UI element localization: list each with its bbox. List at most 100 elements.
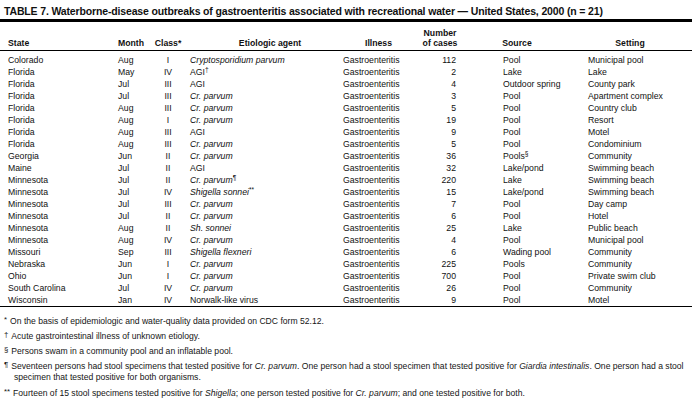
cell-month: Aug bbox=[116, 126, 150, 138]
agent-name: Cr. parvum bbox=[190, 211, 233, 221]
footnote-text: Persons swam in a community pool and an … bbox=[11, 346, 233, 356]
header-illness: Illness bbox=[334, 22, 414, 51]
cell-source: Pool bbox=[466, 50, 568, 66]
cell-source: Lake bbox=[466, 66, 568, 78]
cell-source: Lake/pond bbox=[466, 186, 568, 198]
cell-setting: Hotel bbox=[568, 210, 692, 222]
header-number-of-cases: Number of cases bbox=[414, 22, 466, 51]
table-row: OhioJunICr. parvumGastroenteritis700Pool… bbox=[0, 270, 692, 282]
cell-state: Florida bbox=[0, 90, 116, 102]
table-row: MinnesotaAugIVCr. parvumGastroenteritis4… bbox=[0, 234, 692, 246]
cell-state: Colorado bbox=[0, 50, 116, 66]
cell-etiologic-agent: Sh. sonnei bbox=[186, 222, 334, 234]
cell-month: Jun bbox=[116, 150, 150, 162]
footnote-text-italic: Giardia intestinalis bbox=[519, 361, 589, 371]
footnote-text-italic: Shigella bbox=[205, 387, 236, 397]
table-row: MinnesotaJulIVShigella sonnei**Gastroent… bbox=[0, 186, 692, 198]
agent-name: Sh. sonnei bbox=[190, 223, 231, 233]
cell-number-of-cases: 25 bbox=[414, 222, 466, 234]
table-row: MinnesotaAugIISh. sonneiGastroenteritis2… bbox=[0, 222, 692, 234]
cell-number-of-cases: 225 bbox=[414, 258, 466, 270]
footnote-text: ; one person tested positive for bbox=[236, 387, 356, 397]
cell-number-of-cases: 15 bbox=[414, 186, 466, 198]
cell-class: III bbox=[150, 90, 186, 102]
cell-etiologic-agent: AGI bbox=[186, 126, 334, 138]
footnote: ¶Seventeen persons had stool specimens t… bbox=[0, 359, 690, 383]
cell-setting: Private swim club bbox=[568, 270, 692, 282]
agent-name: Cr. parvum bbox=[190, 259, 233, 269]
cell-month: Jul bbox=[116, 186, 150, 198]
cell-number-of-cases: 9 bbox=[414, 294, 466, 307]
agent-name: AGI bbox=[190, 67, 205, 77]
cell-number-of-cases: 4 bbox=[414, 78, 466, 90]
cell-month: Jun bbox=[116, 258, 150, 270]
agent-name: Cr. parvum bbox=[190, 175, 233, 185]
cell-etiologic-agent: Cr. parvum bbox=[186, 282, 334, 294]
cell-source: Wading pool bbox=[466, 246, 568, 258]
cell-source: Pool bbox=[466, 198, 568, 210]
cell-class: I bbox=[150, 114, 186, 126]
cell-source: Pool bbox=[466, 234, 568, 246]
cell-setting: Public beach bbox=[568, 222, 692, 234]
cell-month: Aug bbox=[116, 102, 150, 114]
table-row: MaineJulIIAGIGastroenteritis32Lake/pondS… bbox=[0, 162, 692, 174]
cell-number-of-cases: 112 bbox=[414, 50, 466, 66]
cell-etiologic-agent: Cr. parvum bbox=[186, 234, 334, 246]
cell-class: III bbox=[150, 138, 186, 150]
cell-month: Jul bbox=[116, 174, 150, 186]
cell-illness: Gastroenteritis bbox=[334, 78, 414, 90]
footnote-text-italic: Cr. parvum bbox=[255, 361, 297, 371]
cell-source: Lake/pond bbox=[466, 162, 568, 174]
cell-state: Minnesota bbox=[0, 234, 116, 246]
cell-etiologic-agent: Norwalk-like virus bbox=[186, 294, 334, 307]
cell-state: Minnesota bbox=[0, 210, 116, 222]
table-row: MinnesotaJulIICr. parvum¶Gastroenteritis… bbox=[0, 174, 692, 186]
table-row: FloridaJulIIIAGIGastroenteritis4Outdoor … bbox=[0, 78, 692, 90]
cell-number-of-cases: 2 bbox=[414, 66, 466, 78]
agent-name: AGI bbox=[190, 127, 205, 137]
header-state: State bbox=[0, 22, 116, 51]
footnote-text-italic: Cr. parvum bbox=[356, 387, 398, 397]
cell-illness: Gastroenteritis bbox=[334, 210, 414, 222]
header-cases-line1: Number bbox=[414, 28, 466, 38]
cell-etiologic-agent: Cr. parvum bbox=[186, 270, 334, 282]
cell-source: Pools bbox=[466, 258, 568, 270]
outbreaks-table: State Month Class* Etiologic agent Illne… bbox=[0, 22, 692, 307]
footnote-text: . One person had a stool specimen that t… bbox=[297, 361, 519, 371]
cell-etiologic-agent: Cr. parvum bbox=[186, 258, 334, 270]
cell-number-of-cases: 220 bbox=[414, 174, 466, 186]
cell-etiologic-agent: Cr. parvum bbox=[186, 210, 334, 222]
cell-illness: Gastroenteritis bbox=[334, 150, 414, 162]
cell-source: Pool bbox=[466, 282, 568, 294]
cell-setting: Municipal pool bbox=[568, 50, 692, 66]
table-row: FloridaJulIIICr. parvumGastroenteritis3P… bbox=[0, 90, 692, 102]
cell-state: Florida bbox=[0, 138, 116, 150]
table-header-row: State Month Class* Etiologic agent Illne… bbox=[0, 22, 692, 51]
table-row: MinnesotaJulIIICr. parvumGastroenteritis… bbox=[0, 198, 692, 210]
cell-state: Georgia bbox=[0, 150, 116, 162]
cell-month: Aug bbox=[116, 222, 150, 234]
cell-etiologic-agent: Cr. parvum¶ bbox=[186, 174, 334, 186]
cell-setting: Swimming beach bbox=[568, 162, 692, 174]
cell-number-of-cases: 6 bbox=[414, 246, 466, 258]
cell-month: May bbox=[116, 66, 150, 78]
footnote-marker: ** bbox=[4, 387, 13, 396]
cell-class: III bbox=[150, 102, 186, 114]
cell-class: III bbox=[150, 126, 186, 138]
cell-etiologic-agent: Cr. parvum bbox=[186, 138, 334, 150]
cell-illness: Gastroenteritis bbox=[334, 222, 414, 234]
cell-setting: Country club bbox=[568, 102, 692, 114]
cell-month: Jul bbox=[116, 162, 150, 174]
agent-name: Cr. parvum bbox=[190, 283, 233, 293]
cell-illness: Gastroenteritis bbox=[334, 282, 414, 294]
cell-illness: Gastroenteritis bbox=[334, 246, 414, 258]
table-row: FloridaAugICr. parvumGastroenteritis19Po… bbox=[0, 114, 692, 126]
footnote-text: Seventeen persons had stool specimens th… bbox=[11, 361, 255, 371]
cell-illness: Gastroenteritis bbox=[334, 186, 414, 198]
header-setting: Setting bbox=[568, 22, 692, 51]
cell-etiologic-agent: Cr. parvum bbox=[186, 90, 334, 102]
footnote-text: ; and one tested positive for both. bbox=[398, 387, 525, 397]
footnote-text: Fourteen of 15 stool specimens tested po… bbox=[13, 387, 205, 397]
header-etiologic-agent: Etiologic agent bbox=[186, 22, 334, 51]
agent-name: Cr. parvum bbox=[190, 151, 233, 161]
